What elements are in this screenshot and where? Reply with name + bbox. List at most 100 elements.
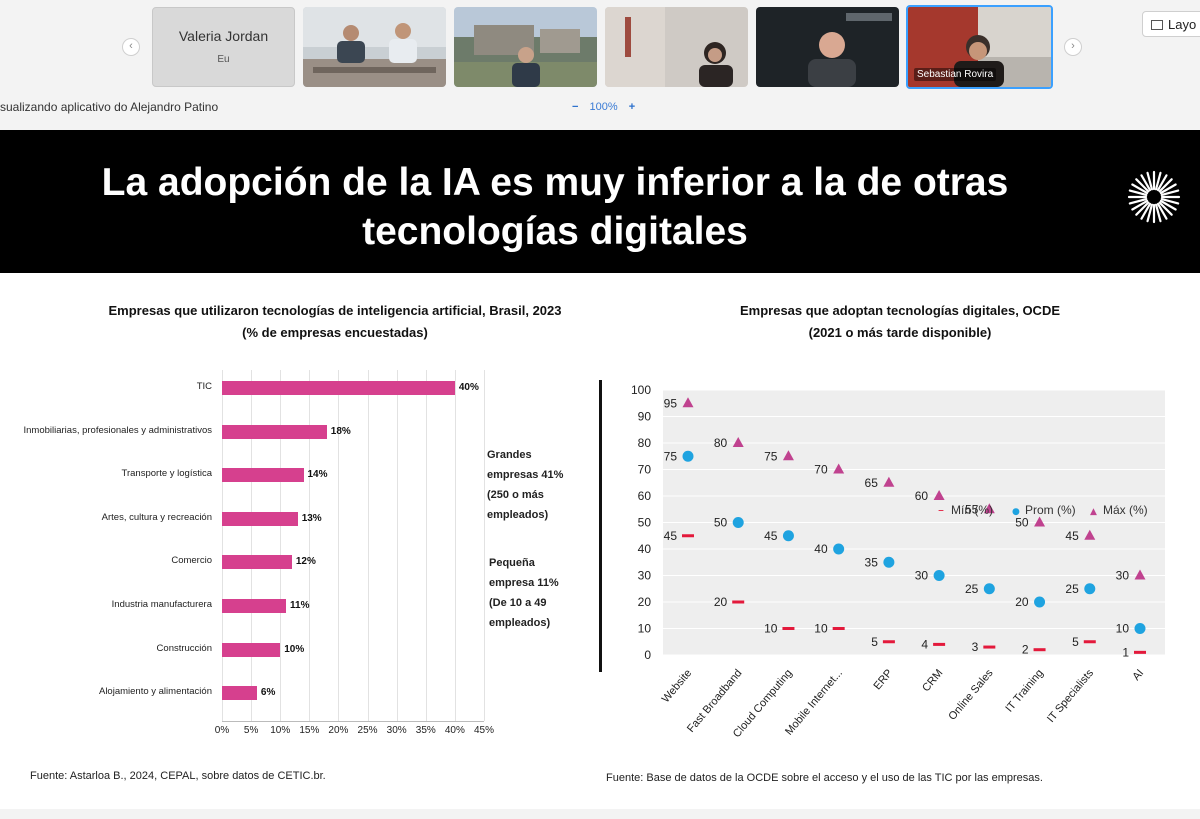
bar-value-label: 12%: [295, 556, 316, 568]
dot-chart-y-tick: 0: [644, 648, 651, 662]
participant-video-tile[interactable]: [454, 7, 597, 87]
min-marker: [933, 642, 946, 646]
slide-title-line-2: tecnologías digitales: [362, 210, 748, 253]
sunburst-ray: [1146, 171, 1154, 191]
bar-value-label: 13%: [301, 512, 322, 524]
dot-chart-title: Empresas que adoptan tecnologías digital…: [620, 300, 1180, 344]
bar-chart-title: Empresas que utilizaron tecnologías de i…: [40, 300, 630, 344]
mean-marker: [732, 517, 744, 528]
max-marker: [983, 503, 995, 514]
dot-chart-y-tick: 80: [638, 436, 652, 450]
bar-chart-x-tick: 15%: [299, 725, 320, 736]
bar: [222, 424, 327, 439]
bar-category-label: Artes, cultura y recreación: [101, 511, 212, 523]
dot-value-label: 35: [865, 555, 879, 569]
sunburst-ray: [1154, 171, 1162, 191]
dot-value-label: 40: [814, 542, 828, 556]
bar-chart-title-line: Empresas que utilizaron tecnologías de i…: [108, 303, 562, 318]
dot-value-label: 4: [921, 637, 928, 651]
mean-marker: [1034, 596, 1046, 608]
bar-chart-x-tick: 20%: [328, 725, 349, 736]
bar-chart-x-tick: 25%: [357, 725, 378, 736]
dot-chart-category-label: IT Training: [1003, 667, 1045, 714]
dot-value-label: 10: [1116, 622, 1130, 636]
dot-value-label: 20: [1015, 595, 1029, 609]
bar-category-label: Alojamiento y alimentación: [98, 686, 212, 698]
participant-video-tile[interactable]: [303, 7, 446, 87]
mean-marker: [682, 450, 694, 462]
prev-participants-button[interactable]: ‹: [122, 38, 140, 56]
dot-value-label: 2: [1022, 643, 1029, 657]
participant-video-tile[interactable]: [605, 7, 748, 87]
sunburst-ray: [1135, 201, 1150, 216]
bar-category-label: Industria manufacturera: [111, 599, 212, 610]
zoom-out-button[interactable]: −: [572, 101, 579, 113]
dot-chart-y-tick: 20: [638, 595, 652, 609]
mean-marker: [1134, 623, 1146, 634]
dot-value-label: 60: [915, 489, 929, 503]
bar-chart-x-tick: 40%: [444, 725, 465, 736]
bar-chart-x-tick: 30%: [386, 725, 407, 736]
dot-chart-y-tick: 90: [638, 410, 652, 424]
dot-value-label: 45: [764, 529, 778, 543]
dot-chart-category-label: Fast Broadband: [685, 667, 745, 735]
slide-title-line-1: La adopción de la IA es muy inferior a l…: [101, 161, 1009, 204]
bar-chart-gridline: [280, 370, 282, 721]
dot-chart-subtitle: (2021 o más tarde disponible): [808, 325, 992, 340]
active-speaker-tile[interactable]: Sebastian Rovira: [906, 5, 1053, 89]
viewing-share-label: sualizando aplicativo do Alejandro Patin…: [0, 100, 219, 114]
min-marker: [682, 534, 694, 538]
bar-chart-gridline: [222, 370, 223, 721]
mean-marker: [983, 583, 995, 595]
bar: [222, 599, 287, 613]
bar-chart-gridline: [338, 370, 340, 721]
min-marker: [1033, 648, 1046, 652]
max-marker: [883, 476, 895, 487]
bar-category-label: Construcción: [156, 642, 212, 654]
sunburst-ray: [1156, 174, 1168, 192]
bar-chart-x-tick: 45%: [473, 725, 495, 736]
max-marker: [933, 490, 945, 500]
meeting-toolbar: ‹ Valeria Jordan Eu: [0, 0, 1200, 130]
participant-name-label: Sebastian Rovira: [914, 68, 997, 81]
bar: [222, 686, 257, 701]
self-video-tile[interactable]: Valeria Jordan Eu: [152, 7, 295, 87]
sunburst-ray: [1140, 174, 1152, 192]
max-marker: [833, 463, 845, 474]
sunburst-ray: [1140, 202, 1152, 220]
bar-chart-x-tick: 5%: [243, 725, 259, 736]
sunburst-ray: [1154, 203, 1162, 223]
min-marker: [882, 640, 895, 644]
bar-chart-gridline: [367, 370, 369, 721]
mean-marker: [933, 570, 945, 581]
bar-category-label: Transporte y logística: [121, 468, 212, 480]
sunburst-logo-icon: [1127, 170, 1181, 224]
mean-marker: [833, 543, 845, 555]
dot-value-label: 50: [1015, 516, 1029, 530]
bar-chart-x-tick: 10%: [270, 725, 291, 736]
next-participants-button[interactable]: ›: [1064, 38, 1082, 56]
participant-video-feed: [454, 7, 597, 87]
bar-chart-gridline: [425, 370, 427, 721]
mean-marker: [782, 530, 794, 542]
sunburst-ray: [1131, 199, 1149, 211]
sunburst-ray: [1160, 197, 1180, 205]
bottom-toolbar: [0, 809, 1200, 819]
note-line: (250 o más: [487, 489, 544, 501]
dot-value-label: 80: [714, 436, 728, 450]
layout-button[interactable]: Layo: [1142, 11, 1200, 37]
zoom-in-button[interactable]: +: [628, 101, 636, 113]
bar-category-label: TIC: [196, 381, 212, 392]
bar-chart-gridline: [454, 370, 456, 721]
bar-value-label: 14%: [307, 469, 328, 481]
zoom-level: 100%: [589, 101, 618, 113]
source-right: Fuente: Base de datos de la OCDE sobre e…: [606, 772, 1043, 784]
sunburst-ray: [1158, 201, 1173, 216]
note-line: empresa 11%: [489, 577, 559, 589]
dot-value-label: 25: [1065, 582, 1079, 596]
legend-label: Prom (%): [1025, 503, 1076, 517]
mean-marker: [1084, 583, 1096, 595]
note-line: empleados): [489, 617, 551, 629]
participant-video-tile[interactable]: [756, 7, 899, 87]
dot-chart-y-tick: 10: [638, 622, 652, 636]
